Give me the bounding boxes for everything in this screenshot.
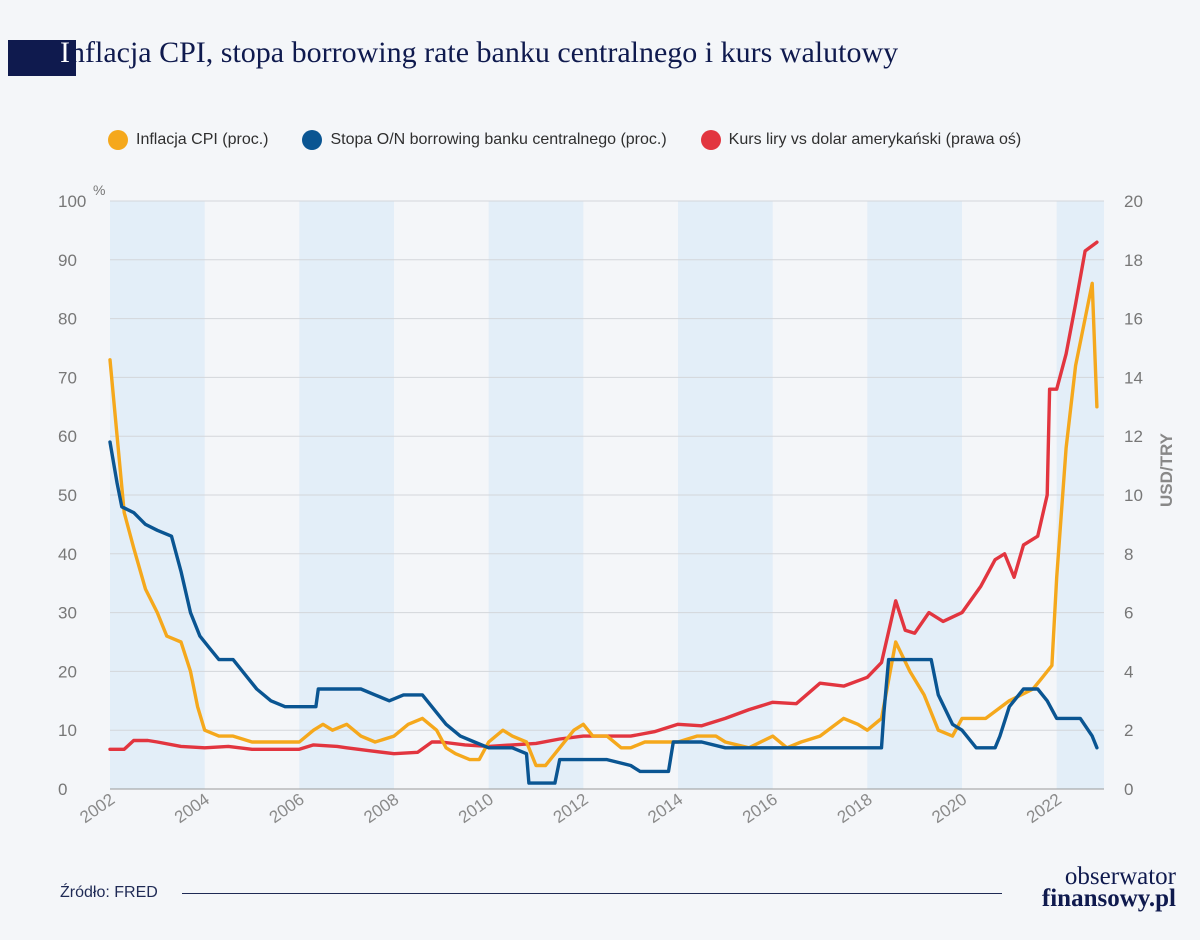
legend-item-cpi: Inflacja CPI (proc.) (108, 130, 268, 150)
source-divider (182, 893, 1002, 894)
right-tick-label: 20 (1124, 192, 1143, 211)
x-tick-label: 2004 (171, 790, 213, 827)
x-tick-label: 2022 (1023, 790, 1065, 827)
x-tick-label: 2012 (550, 790, 592, 827)
right-tick-label: 12 (1124, 427, 1143, 446)
gridlines (110, 200, 1104, 790)
left-tick-label: 30 (58, 604, 77, 623)
right-tick-label: 2 (1124, 721, 1133, 740)
left-tick-label: 0 (58, 780, 67, 799)
chart-area: 0 10 20 30 40 50 60 70 80 90 100 0 2 4 6 8 10 12 14 16 18 20… (58, 182, 1176, 827)
right-tick-label: 6 (1124, 604, 1133, 623)
right-axis-label: USD/TRY (1157, 432, 1176, 507)
series-line-2 (108, 240, 1099, 756)
left-tick-label: 90 (58, 251, 77, 270)
left-tick-label: 40 (58, 545, 77, 564)
right-tick-label: 0 (1124, 780, 1133, 799)
right-tick-label: 16 (1124, 310, 1143, 329)
left-tick-label: 100 (58, 192, 86, 211)
x-tick-label: 2006 (266, 790, 308, 827)
right-tick-label: 4 (1124, 662, 1133, 681)
x-tick-label: 2008 (360, 790, 402, 827)
x-tick-label: 2020 (928, 790, 970, 827)
left-tick-label: 10 (58, 721, 77, 740)
series-line-0 (108, 281, 1099, 768)
right-tick-label: 8 (1124, 545, 1133, 564)
right-tick-label: 18 (1124, 251, 1143, 270)
legend-dot-rate (302, 130, 323, 150)
x-tick-label: 2016 (739, 790, 781, 827)
right-tick-label: 14 (1124, 368, 1143, 387)
series-lines (108, 240, 1099, 785)
legend-dot-cpi (108, 130, 128, 150)
left-tick-label: 80 (58, 310, 77, 329)
legend-item-fx: Kurs liry vs dolar amerykański (prawa oś… (700, 130, 1022, 150)
page-title: Inflacja CPI, stopa borrowing rate banku… (60, 36, 898, 70)
logo-line2: finansowy.pl (1041, 885, 1176, 912)
left-axis-unit: % (93, 182, 105, 198)
x-tick-label: 2018 (834, 790, 876, 827)
logo-line1: obserwator (1064, 863, 1176, 890)
series-line-1 (108, 440, 1099, 785)
chart-legend: Inflacja CPI (proc.) Stopa O/N borrowing… (108, 128, 1055, 152)
right-tick-label: 10 (1124, 486, 1143, 505)
left-tick-label: 70 (58, 368, 77, 387)
x-tick-label: 2002 (76, 790, 118, 827)
legend-item-rate: Stopa O/N borrowing banku centralnego (p… (302, 130, 667, 150)
x-tick-label: 2010 (455, 790, 497, 827)
right-axis-ticks: 0 2 4 6 8 10 12 14 16 18 20 (1124, 192, 1143, 799)
title-text: nflacja CPI, stopa borrowing rate banku … (70, 36, 899, 69)
left-tick-label: 60 (58, 427, 77, 446)
x-tick-label: 2014 (644, 790, 686, 827)
publisher-logo: obserwator finansowy.pl (1016, 863, 1176, 912)
left-tick-label: 50 (58, 486, 77, 505)
source-note: Źródło: FRED (60, 884, 158, 901)
left-axis-ticks: 0 10 20 30 40 50 60 70 80 90 100 (58, 192, 86, 799)
x-axis-ticks: 2002 2004 2006 2008 2010 2012 2014 2016 2018 2020… (76, 790, 1065, 827)
title-initial: I (60, 36, 70, 69)
legend-dot-fx (700, 130, 721, 150)
title-accent-bar (8, 40, 76, 76)
legend-label-cpi: Inflacja CPI (proc.) (136, 131, 269, 148)
left-tick-label: 20 (58, 662, 77, 681)
legend-label-rate: Stopa O/N borrowing banku centralnego (p… (330, 131, 667, 148)
legend-label-fx: Kurs liry vs dolar amerykański (prawa oś… (728, 131, 1022, 148)
